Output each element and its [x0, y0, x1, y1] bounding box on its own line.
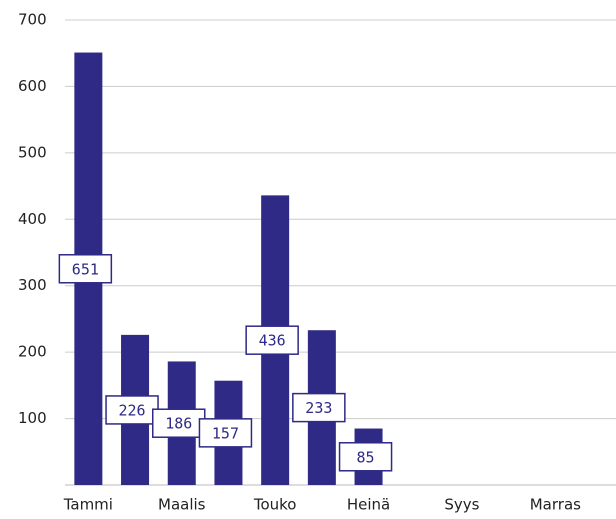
value-label: 436 — [259, 332, 286, 350]
value-label: 85 — [357, 448, 375, 466]
value-label: 651 — [72, 260, 99, 278]
y-tick-label: 300 — [18, 276, 47, 294]
x-tick-label: Heinä — [347, 496, 390, 514]
value-label: 157 — [212, 424, 239, 442]
x-tick-label: Marras — [530, 496, 581, 514]
y-tick-label: 100 — [18, 409, 47, 427]
y-tick-label: 700 — [18, 11, 47, 29]
x-tick-label: Maalis — [158, 496, 206, 514]
x-tick-label: Tammi — [63, 496, 113, 514]
x-tick-label: Touko — [253, 496, 297, 514]
y-tick-label: 400 — [18, 210, 47, 228]
value-label: 186 — [165, 415, 192, 433]
x-tick-label: Syys — [444, 496, 479, 514]
value-label-box — [152, 408, 206, 438]
value-label: 233 — [305, 399, 332, 417]
value-label-box — [338, 442, 393, 472]
value-label-box — [245, 325, 299, 355]
y-tick-label: 600 — [18, 77, 47, 95]
value-label-box — [58, 254, 113, 284]
y-tick-label: 500 — [18, 143, 47, 161]
value-label-box — [292, 392, 346, 423]
value-label-box — [198, 418, 253, 448]
value-label: 226 — [119, 401, 146, 419]
y-tick-label: 200 — [18, 343, 47, 361]
